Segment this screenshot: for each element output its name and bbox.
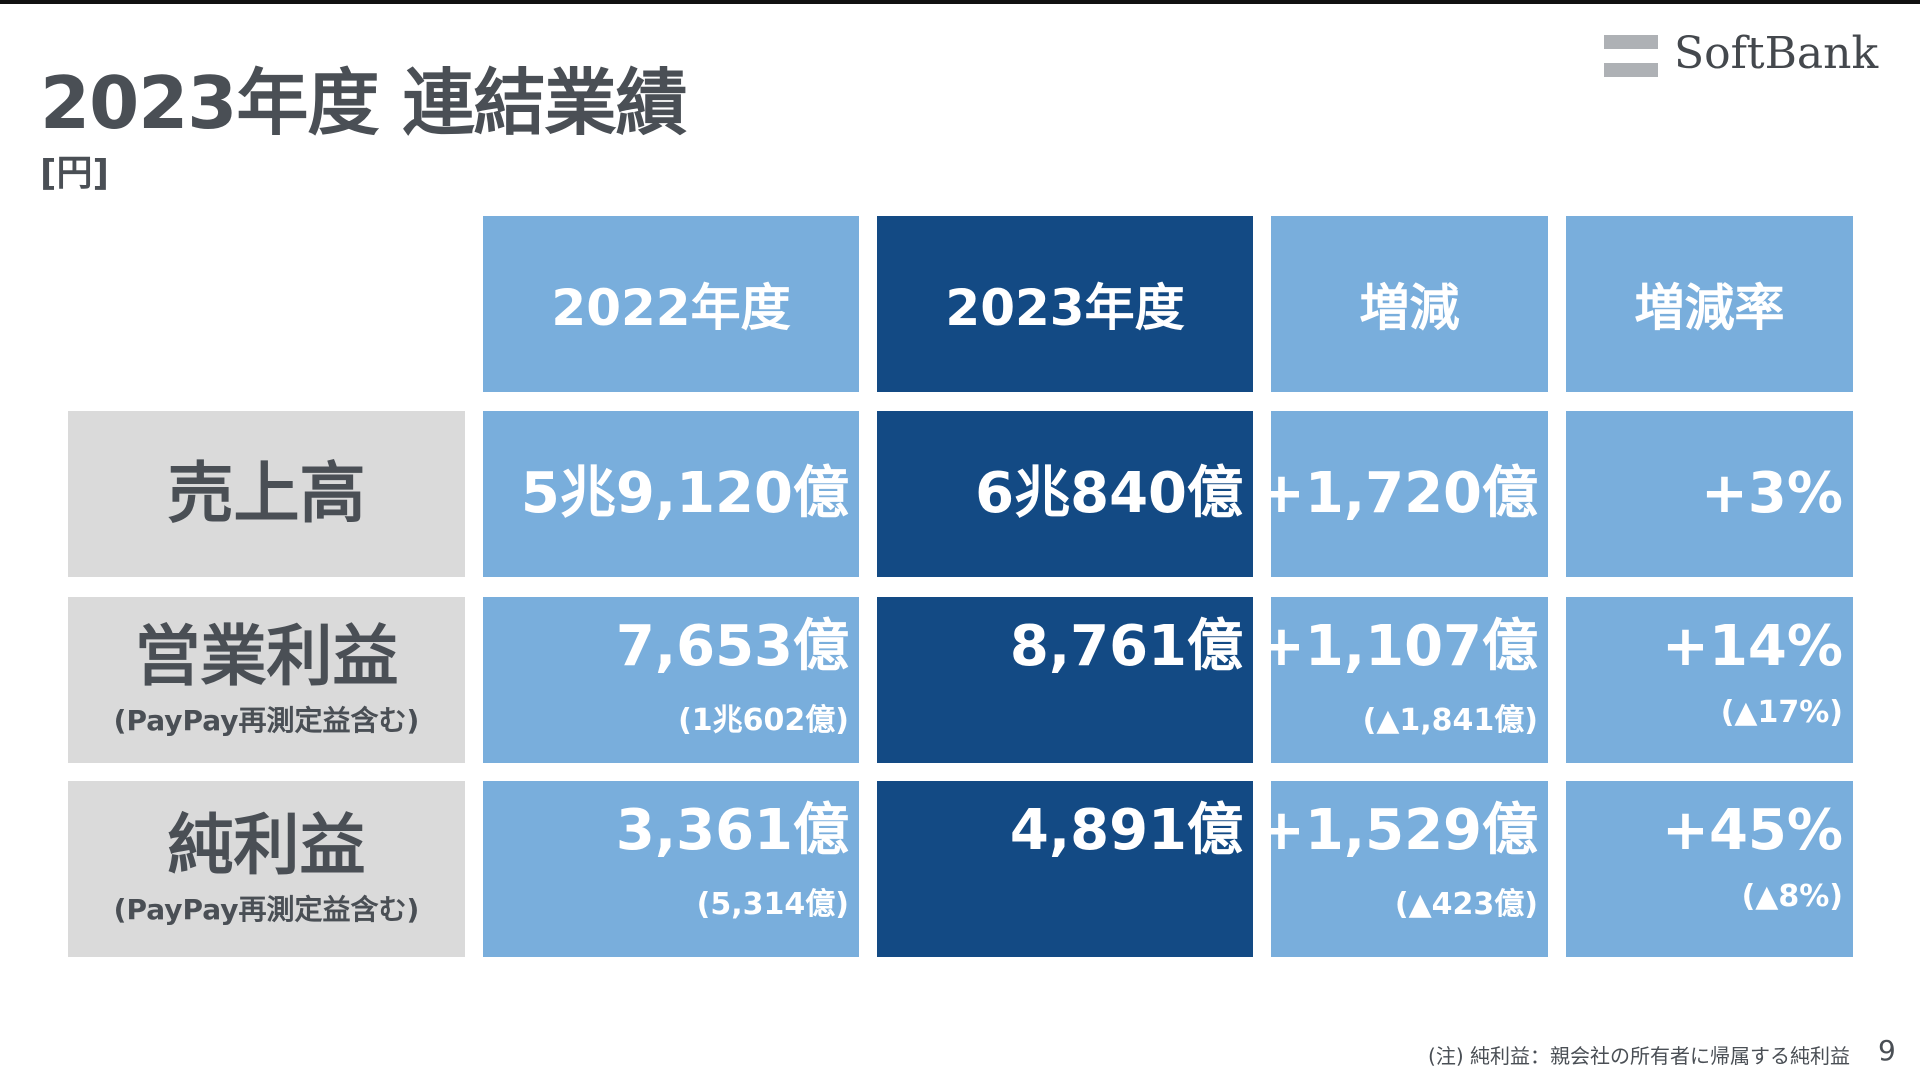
header-fy2023: 2023年度 bbox=[877, 216, 1253, 392]
header-change-rate: 増減率 bbox=[1566, 216, 1853, 392]
row-label-sub: (PayPay再測定益含む) bbox=[113, 893, 420, 927]
value-main: +14% bbox=[1662, 614, 1843, 679]
value-main: 4,891億 bbox=[1009, 798, 1243, 863]
value-sub: (1兆602億) bbox=[678, 703, 849, 738]
value-sub: (▲423億) bbox=[1394, 887, 1538, 922]
value-main: 3,361億 bbox=[615, 798, 849, 863]
cell-operating-income-fy2023: 8,761億 bbox=[877, 597, 1253, 763]
footnote: (注) 純利益：親会社の所有者に帰属する純利益 bbox=[1428, 1044, 1850, 1068]
row-label-main: 純利益 bbox=[167, 806, 366, 884]
cell-net-income-fy2023: 4,891億 bbox=[877, 781, 1253, 957]
value-main: 8,761億 bbox=[1009, 614, 1243, 679]
row-label-main: 売上高 bbox=[167, 454, 366, 532]
value-main: +1,107億 bbox=[1257, 614, 1538, 679]
cell-revenue-fy2023: 6兆840億 bbox=[877, 411, 1253, 577]
value-sub: (5,314億) bbox=[696, 887, 849, 922]
cell-operating-income-change: +1,107億 (▲1,841億) bbox=[1258, 597, 1548, 763]
value-main: 5兆9,120億 bbox=[520, 461, 849, 526]
value-main: 6兆840億 bbox=[975, 461, 1243, 526]
cell-net-income-fy2022: 3,361億 (5,314億) bbox=[483, 781, 859, 957]
row-label-operating-income: 営業利益 (PayPay再測定益含む) bbox=[68, 597, 465, 763]
value-main: 7,653億 bbox=[615, 614, 849, 679]
row-label-main: 営業利益 bbox=[134, 617, 399, 695]
row-label-sub: (PayPay再測定益含む) bbox=[113, 704, 420, 738]
value-main: +1,720億 bbox=[1257, 461, 1538, 526]
cell-operating-income-rate: +14% (▲17%) bbox=[1566, 597, 1853, 763]
value-sub: (▲8%) bbox=[1741, 879, 1843, 914]
cell-net-income-change: +1,529億 (▲423億) bbox=[1258, 781, 1548, 957]
row-label-net-income: 純利益 (PayPay再測定益含む) bbox=[68, 781, 465, 957]
page-title: 2023年度 連結業績 bbox=[40, 61, 687, 145]
cell-revenue-change: +1,720億 bbox=[1258, 411, 1548, 577]
logo-bars-icon bbox=[1604, 35, 1658, 77]
cell-net-income-rate: +45% (▲8%) bbox=[1566, 781, 1853, 957]
cell-operating-income-fy2022: 7,653億 (1兆602億) bbox=[483, 597, 859, 763]
logo-text: SoftBank bbox=[1674, 28, 1879, 79]
page-number: 9 bbox=[1878, 1034, 1896, 1067]
softbank-logo: SoftBank bbox=[1604, 28, 1878, 80]
value-main: +3% bbox=[1701, 461, 1843, 526]
value-main: +1,529億 bbox=[1257, 798, 1538, 863]
value-sub: (▲1,841億) bbox=[1362, 703, 1538, 738]
unit-label: [円] bbox=[40, 153, 109, 194]
value-main: +45% bbox=[1662, 798, 1843, 863]
cell-revenue-rate: +3% bbox=[1566, 411, 1853, 577]
header-fy2022: 2022年度 bbox=[483, 216, 859, 392]
header-change: 増減 bbox=[1271, 216, 1548, 392]
row-label-revenue: 売上高 bbox=[68, 411, 465, 577]
top-border-line bbox=[0, 0, 1920, 4]
cell-revenue-fy2022: 5兆9,120億 bbox=[483, 411, 859, 577]
value-sub: (▲17%) bbox=[1720, 695, 1843, 730]
